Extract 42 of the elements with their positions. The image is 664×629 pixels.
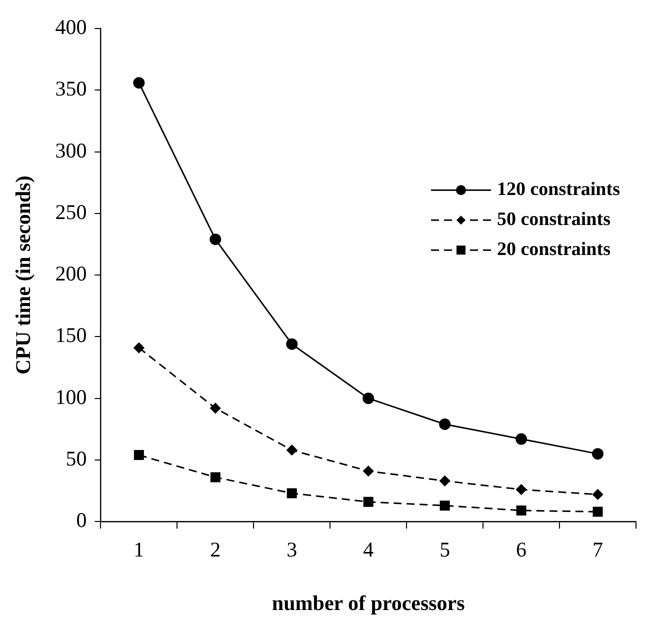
point [440,476,450,486]
point [363,496,374,507]
x-tick-label: 2 [210,538,221,562]
point [363,466,374,476]
legend-label: 50 constraints [497,209,610,230]
y-tick-label: 100 [55,384,87,409]
legend-label: 120 constraints [497,179,620,200]
x-tick-label: 7 [592,538,604,562]
y-tick-label: 250 [55,200,87,224]
point [362,392,374,404]
point [210,472,220,482]
point [592,489,604,500]
point [133,77,145,89]
y-tick-label: 350 [55,76,87,101]
point [592,448,604,460]
point [286,444,298,456]
x-tick-label: 6 [516,538,527,562]
point [516,484,527,495]
y-tick-label: 200 [55,262,87,286]
point [439,418,451,430]
point [592,506,603,517]
x-axis-title: number of processors [272,590,465,615]
point [286,488,297,498]
point [210,234,222,246]
point [440,500,450,511]
y-tick-label: 50 [66,446,87,470]
point [286,338,298,350]
point [516,433,528,445]
y-tick-label: 0 [76,508,87,532]
y-tick-label: 300 [55,138,87,162]
y-tick-label: 400 [55,15,87,40]
y-axis-title: CPU time (in seconds) [11,176,36,375]
x-tick-label: 4 [363,538,374,562]
legend-label: 20 constraints [497,239,610,260]
x-tick-label: 3 [286,538,298,562]
point [134,450,144,460]
point [210,402,221,414]
point [134,342,144,354]
x-tick-label: 5 [440,538,450,562]
x-tick-label: 1 [134,538,144,562]
y-tick-label: 150 [55,323,87,348]
point [516,506,526,516]
